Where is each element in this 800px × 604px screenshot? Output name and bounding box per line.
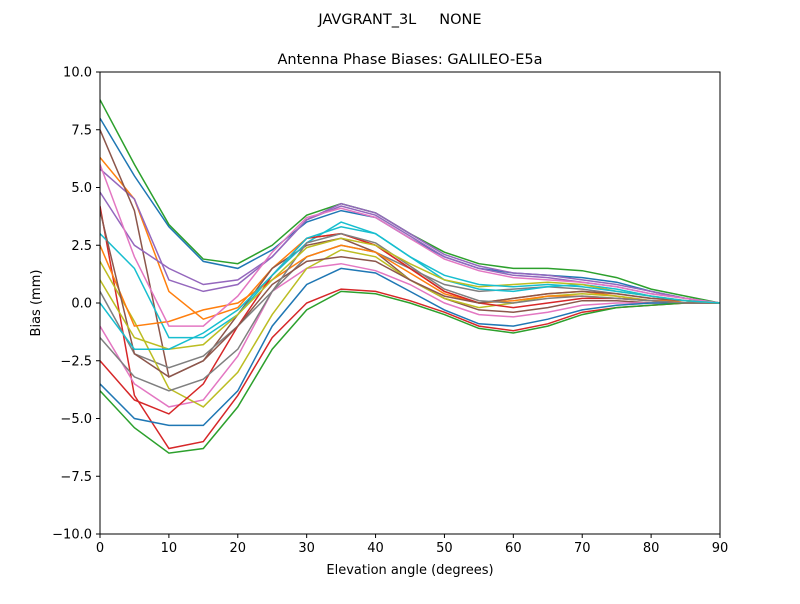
series-line-20 <box>100 226 720 350</box>
x-tick-label: 20 <box>230 541 247 556</box>
x-axis-ticks: 0 10 20 30 40 50 60 70 80 90 <box>96 534 728 556</box>
y-tick-label: 5.0 <box>71 181 92 196</box>
series-line-16 <box>100 210 720 378</box>
y-tick-label: −5.0 <box>60 412 92 427</box>
chart-title: Antenna Phase Biases: GALILEO-E5a <box>278 52 543 68</box>
x-tick-label: 80 <box>643 541 660 556</box>
series-line-7 <box>100 262 720 408</box>
y-tick-label: 2.5 <box>71 239 92 254</box>
x-tick-label: 70 <box>574 541 591 556</box>
y-tick-label: 0.0 <box>71 297 92 312</box>
x-tick-label: 50 <box>436 541 453 556</box>
x-tick-label: 90 <box>712 541 729 556</box>
x-tick-label: 60 <box>505 541 522 556</box>
series-line-5 <box>100 168 720 304</box>
x-tick-label: 0 <box>96 541 104 556</box>
x-axis-label: Elevation angle (degrees) <box>326 563 493 578</box>
y-tick-label: −2.5 <box>60 354 92 369</box>
y-axis-ticks: −10.0 −7.5 −5.0 −2.5 0.0 2.5 5.0 7.5 10.0 <box>52 66 100 543</box>
figure-title: JAVGRANT_3L NONE <box>317 12 481 28</box>
y-tick-label: −7.5 <box>60 470 92 485</box>
x-tick-label: 40 <box>367 541 384 556</box>
y-tick-label: 7.5 <box>71 123 92 138</box>
series-line-18 <box>100 232 720 392</box>
y-tick-label: −10.0 <box>52 528 92 543</box>
series-line-11 <box>100 267 720 427</box>
series-lines <box>100 99 720 454</box>
y-tick-label: 10.0 <box>63 66 92 81</box>
x-tick-label: 30 <box>298 541 315 556</box>
x-tick-label: 10 <box>161 541 178 556</box>
series-line-17 <box>100 164 720 327</box>
series-line-13 <box>100 290 720 454</box>
y-axis-label: Bias (mm) <box>29 270 44 337</box>
